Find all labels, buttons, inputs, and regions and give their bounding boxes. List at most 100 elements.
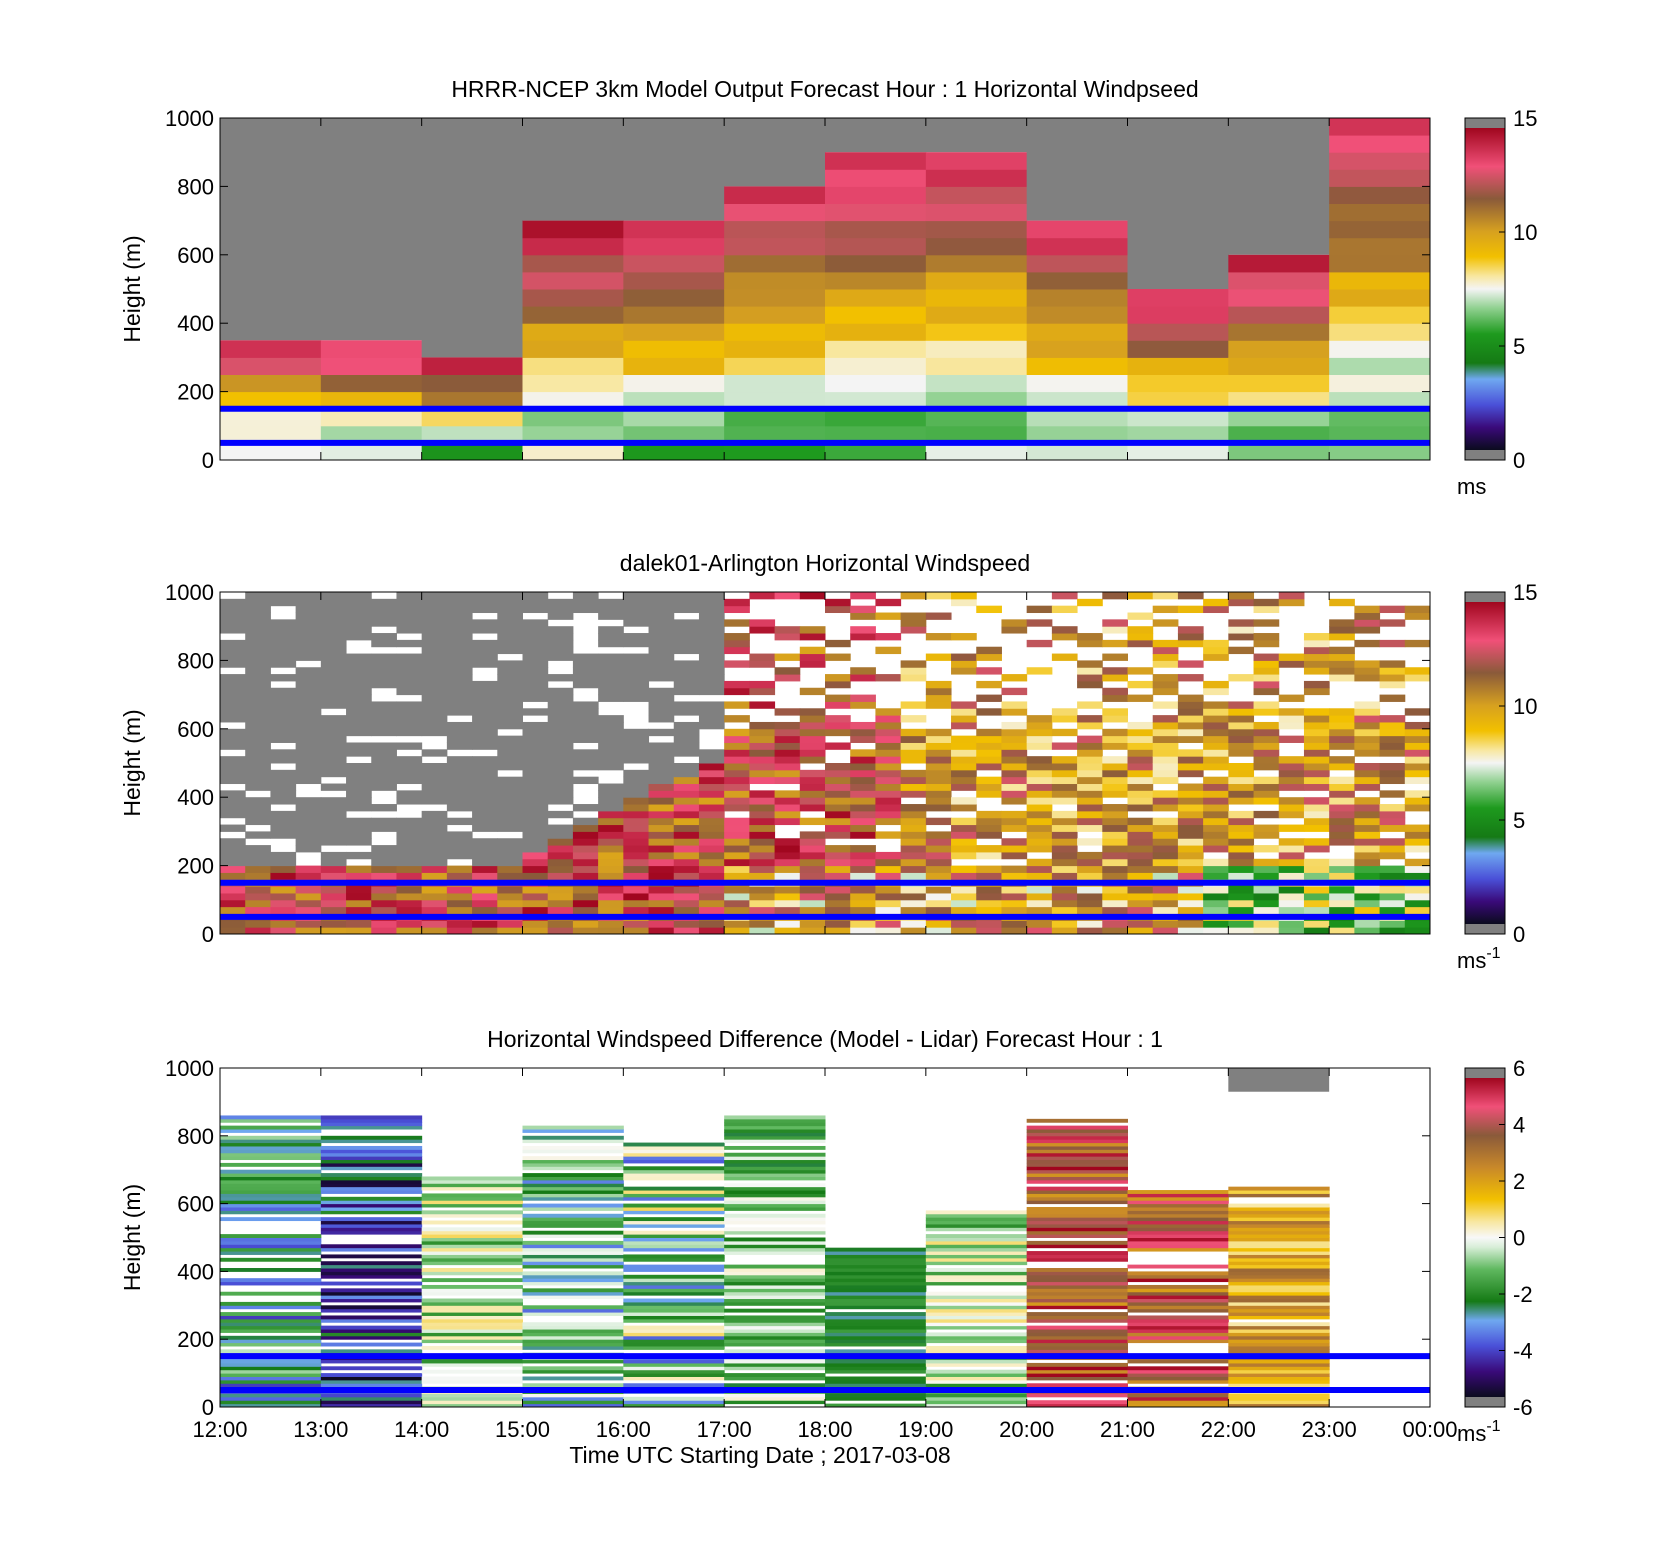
heatmap-cell xyxy=(724,646,750,655)
heatmap-cell xyxy=(522,220,624,239)
heatmap-cell xyxy=(724,845,750,853)
heatmap-cell xyxy=(1228,357,1330,375)
heatmap-cell xyxy=(1253,920,1280,928)
heatmap-cell xyxy=(371,633,397,641)
heatmap-cell xyxy=(522,1196,624,1201)
heatmap-cell xyxy=(1177,694,1204,702)
heatmap-cell xyxy=(446,619,473,627)
heatmap-cell xyxy=(295,824,322,832)
heatmap-cell xyxy=(1404,708,1431,716)
heatmap-cell xyxy=(698,824,725,832)
heatmap-cell xyxy=(825,1251,927,1255)
heatmap-cell xyxy=(1203,899,1229,908)
heatmap-cell xyxy=(1329,892,1355,901)
heatmap-cell xyxy=(1278,694,1305,702)
heatmap-cell xyxy=(875,783,902,791)
heatmap-cell xyxy=(1152,763,1179,771)
heatmap-cell xyxy=(396,790,423,798)
heatmap-cell xyxy=(774,845,801,853)
heatmap-cell xyxy=(1077,749,1103,757)
heatmap-cell xyxy=(1404,920,1431,928)
heatmap-cell xyxy=(1026,1373,1128,1377)
heatmap-cell xyxy=(547,851,574,860)
heatmap-cell xyxy=(648,763,675,771)
heatmap-cell xyxy=(1127,1210,1229,1215)
heatmap-cell xyxy=(472,804,498,812)
heatmap-cell xyxy=(1303,708,1330,716)
heatmap-cell xyxy=(421,906,448,914)
heatmap-cell xyxy=(421,749,448,757)
heatmap-cell xyxy=(446,633,473,641)
heatmap-cell xyxy=(320,425,423,444)
heatmap-cell xyxy=(472,892,498,901)
heatmap-cell xyxy=(497,783,523,791)
heatmap-cell xyxy=(1077,674,1103,682)
heatmap-cell xyxy=(648,838,675,846)
heatmap-cell xyxy=(850,626,876,634)
heatmap-cell xyxy=(472,810,498,819)
heatmap-cell xyxy=(1127,824,1154,832)
heatmap-cell xyxy=(825,1257,927,1262)
heatmap-cell xyxy=(623,769,650,778)
heatmap-cell xyxy=(925,845,952,853)
heatmap-cell xyxy=(724,340,826,358)
y-tick-label: 1000 xyxy=(165,106,214,131)
heatmap-cell xyxy=(1026,763,1053,771)
heatmap-cell xyxy=(295,749,322,757)
heatmap-cell xyxy=(396,674,423,682)
heatmap-cell xyxy=(220,1162,322,1167)
heatmap-cell xyxy=(1051,763,1078,771)
heatmap-cell xyxy=(774,790,801,798)
heatmap-cell xyxy=(1177,715,1204,723)
heatmap-cell xyxy=(421,1203,523,1208)
heatmap-cell xyxy=(1228,1268,1330,1272)
heatmap-cell xyxy=(522,1230,624,1235)
heatmap-cell xyxy=(220,1315,322,1320)
heatmap-cell xyxy=(245,797,271,805)
heatmap-cell xyxy=(749,687,776,696)
heatmap-cell xyxy=(1152,749,1179,757)
heatmap-cell xyxy=(220,790,246,798)
heatmap-cell xyxy=(900,865,927,873)
heatmap-cell xyxy=(1203,906,1229,914)
heatmap-cell xyxy=(522,323,624,341)
heatmap-cell xyxy=(220,1325,322,1330)
heatmap-cell xyxy=(1127,763,1154,771)
heatmap-cell xyxy=(220,1217,322,1222)
heatmap-cell xyxy=(1152,605,1179,614)
heatmap-cell xyxy=(547,756,574,764)
heatmap-cell xyxy=(1354,845,1381,853)
heatmap-cell xyxy=(598,598,624,607)
heatmap-cell xyxy=(623,1329,725,1333)
heatmap-cell xyxy=(673,845,700,853)
heatmap-cell xyxy=(1077,721,1103,730)
heatmap-cell xyxy=(875,612,902,620)
heatmap-cell xyxy=(825,1359,927,1364)
heatmap-cell xyxy=(1026,1315,1128,1320)
heatmap-cell xyxy=(1278,920,1305,928)
heatmap-cell xyxy=(522,646,549,655)
heatmap-cell xyxy=(825,1284,927,1289)
heatmap-cell xyxy=(951,660,977,668)
heatmap-cell xyxy=(1001,619,1028,627)
heatmap-cell xyxy=(572,660,599,668)
heatmap-cell xyxy=(623,1217,725,1222)
heatmap-cell xyxy=(1354,865,1381,873)
heatmap-cell xyxy=(421,1288,523,1293)
heatmap-cell xyxy=(925,425,1028,444)
heatmap-cell xyxy=(1152,674,1179,682)
heatmap-cell xyxy=(1228,838,1255,846)
heatmap-cell xyxy=(825,1393,927,1398)
heatmap-cell xyxy=(371,708,397,716)
heatmap-cell xyxy=(320,1217,423,1222)
heatmap-cell xyxy=(648,701,675,709)
heatmap-cell xyxy=(320,1359,423,1364)
heatmap-cell xyxy=(648,756,675,764)
heatmap-cell xyxy=(1177,845,1204,853)
heatmap-cell xyxy=(472,619,498,627)
heatmap-cell xyxy=(925,1274,1028,1279)
heatmap-cell xyxy=(623,892,650,901)
heatmap-cell xyxy=(245,865,271,873)
heatmap-cell xyxy=(1379,660,1406,668)
